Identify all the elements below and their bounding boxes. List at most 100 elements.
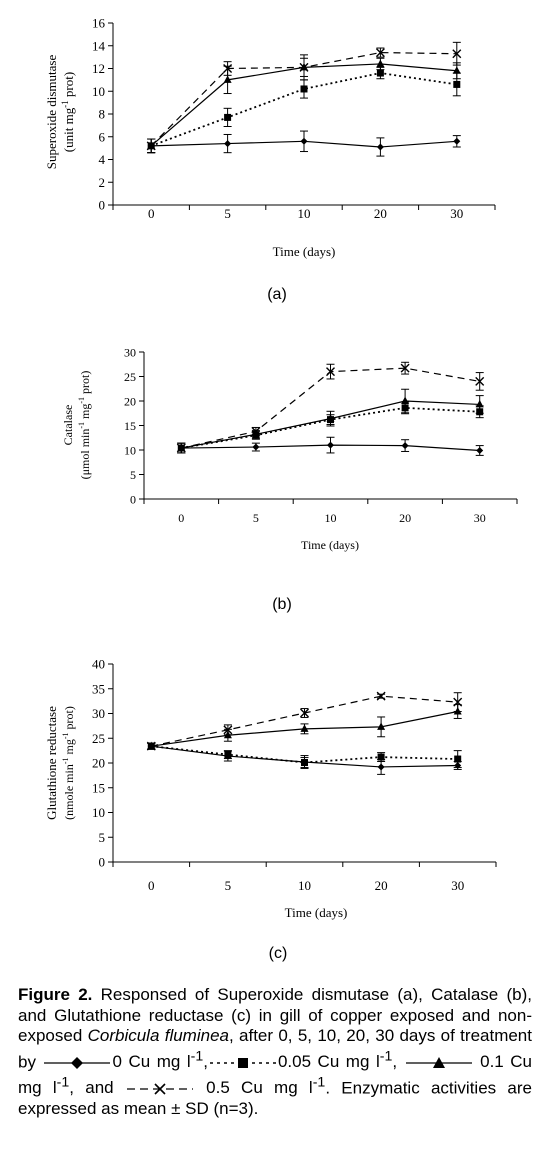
y-tick-label: 30 xyxy=(124,346,136,360)
y-tick-label: 0 xyxy=(130,493,136,507)
x-axis-title: Time (days) xyxy=(285,905,348,920)
data-point-cross xyxy=(475,376,485,386)
data-point-diamond xyxy=(476,446,484,454)
data-point-cross xyxy=(300,708,309,718)
legend-line-cross-icon xyxy=(126,1083,193,1095)
data-point-diamond xyxy=(224,140,232,148)
y-tick-label: 5 xyxy=(130,468,136,482)
panel-label: (a) xyxy=(267,286,287,303)
y-axis: 0 2 4 6 8 10 12 14 16 xyxy=(92,16,114,213)
data-point-cross xyxy=(176,443,186,453)
y-axis-title: Catalase xyxy=(61,405,75,446)
data-point-cross xyxy=(453,697,463,707)
y-axis-unit: (unit mg-1 prot) xyxy=(60,72,76,152)
data-point-triangle xyxy=(300,724,309,732)
x-tick-label: 30 xyxy=(474,511,486,525)
data-point-triangle xyxy=(377,722,386,730)
x-tick-label: 20 xyxy=(375,878,388,893)
chart-panel-c: 0 5 10 15 20 25 30 35 40 0 5 10 20 30 Time (days) Gl… xyxy=(44,657,497,962)
data-point-square xyxy=(454,755,462,763)
data-point-cross xyxy=(223,725,233,735)
data-point-square xyxy=(301,759,308,767)
y-axis-unit: (μmol min-1 mg-1 prot) xyxy=(77,371,92,480)
x-axis-title: Time (days) xyxy=(273,244,336,259)
legend-label-01: 0.1 Cu mg l-1, and xyxy=(18,1052,533,1098)
data-point-cross xyxy=(251,426,261,436)
data-point-square xyxy=(224,113,232,121)
data-point-cross xyxy=(146,141,156,151)
y-axis-title: Glutathione reductase xyxy=(44,706,59,820)
x-tick-label: 5 xyxy=(224,206,231,221)
chart-panel-a: 0 2 4 6 8 10 12 14 16 0 5 10 20 30 Time (days) Super… xyxy=(44,16,496,303)
data-point-diamond xyxy=(377,763,385,771)
data-point-triangle xyxy=(475,399,484,408)
y-axis: 0 5 10 15 20 25 30 xyxy=(124,346,145,507)
legend-label-05: 0.5 Cu mg l-1 xyxy=(206,1074,326,1098)
data-point-cross xyxy=(299,62,309,72)
caption-species: Corbicula fluminea xyxy=(87,1026,229,1045)
y-tick-label: 12 xyxy=(92,61,105,76)
y-tick-label: 6 xyxy=(99,129,106,144)
x-axis: 0 5 10 20 30 xyxy=(112,204,496,221)
data-point-cross xyxy=(375,48,385,58)
panel-label: (c) xyxy=(269,945,288,962)
legend-label-0: 0 Cu mg l-1, xyxy=(112,1048,208,1072)
chart-panel-b: 0 5 10 15 20 25 30 0 5 10 20 30 Time (days) Catala… xyxy=(61,346,518,613)
x-tick-label: 5 xyxy=(225,878,232,893)
x-tick-label: 30 xyxy=(450,206,463,221)
y-tick-label: 30 xyxy=(92,706,105,721)
y-tick-label: 2 xyxy=(99,175,106,190)
y-tick-label: 10 xyxy=(92,805,105,820)
y-tick-label: 0 xyxy=(99,198,106,213)
y-tick-label: 8 xyxy=(99,107,106,122)
data-point-cross xyxy=(326,367,335,377)
y-tick-label: 25 xyxy=(92,731,105,746)
y-tick-label: 4 xyxy=(99,152,106,167)
data-point-square xyxy=(300,85,308,93)
y-tick-label: 10 xyxy=(124,444,136,458)
figure-canvas: 0 2 4 6 8 10 12 14 16 0 5 10 20 30 Time (days) Super… xyxy=(44,16,518,962)
data-point-triangle xyxy=(452,66,461,74)
y-tick-label: 25 xyxy=(124,370,136,384)
caption-tail: . Enzymatic activities are expressed as … xyxy=(18,1078,532,1118)
data-point-square xyxy=(224,751,232,759)
data-point-triangle xyxy=(223,75,232,83)
series-line-c005 xyxy=(150,72,457,147)
data-point-diamond xyxy=(327,441,334,449)
data-point-diamond xyxy=(300,137,308,145)
x-tick-label: 20 xyxy=(374,206,387,221)
y-tick-label: 14 xyxy=(92,38,106,53)
x-axis: 0 5 10 20 30 xyxy=(143,498,518,525)
x-tick-label: 0 xyxy=(178,511,184,525)
x-tick-label: 10 xyxy=(298,878,311,893)
x-tick-label: 5 xyxy=(253,511,259,525)
series-line-c005 xyxy=(151,745,458,764)
data-point-diamond xyxy=(453,137,461,145)
legend-line-triangle-icon xyxy=(405,1056,472,1068)
y-axis: 0 5 10 15 20 25 30 35 40 xyxy=(92,657,114,870)
caption-text: Responsed of Superoxide dismutase (a), C… xyxy=(18,985,532,1045)
series-line-c05 xyxy=(181,367,480,449)
panel-label: (b) xyxy=(272,596,292,613)
data-point-cross xyxy=(452,49,462,59)
data-point-square xyxy=(453,80,461,88)
data-point-cross xyxy=(223,64,233,73)
data-point-cross xyxy=(146,741,156,751)
y-tick-label: 40 xyxy=(92,657,105,672)
y-axis-title: Superoxide dismutase xyxy=(44,55,59,170)
y-tick-label: 35 xyxy=(92,681,105,696)
legend-line-diamond-icon xyxy=(44,1056,111,1069)
data-point-square xyxy=(377,753,385,761)
x-tick-label: 30 xyxy=(451,878,464,893)
data-point-diamond xyxy=(401,442,409,450)
legend-line-square-icon xyxy=(209,1057,276,1068)
x-tick-label: 20 xyxy=(399,511,411,525)
data-series xyxy=(146,691,463,775)
y-tick-label: 10 xyxy=(92,84,105,99)
x-tick-label: 0 xyxy=(148,206,155,221)
y-tick-label: 5 xyxy=(99,830,106,845)
legend-label-005: 0.05 Cu mg l-1, xyxy=(277,1048,398,1072)
data-point-triangle xyxy=(326,414,335,422)
x-tick-label: 0 xyxy=(148,878,155,893)
data-point-diamond xyxy=(376,143,384,151)
